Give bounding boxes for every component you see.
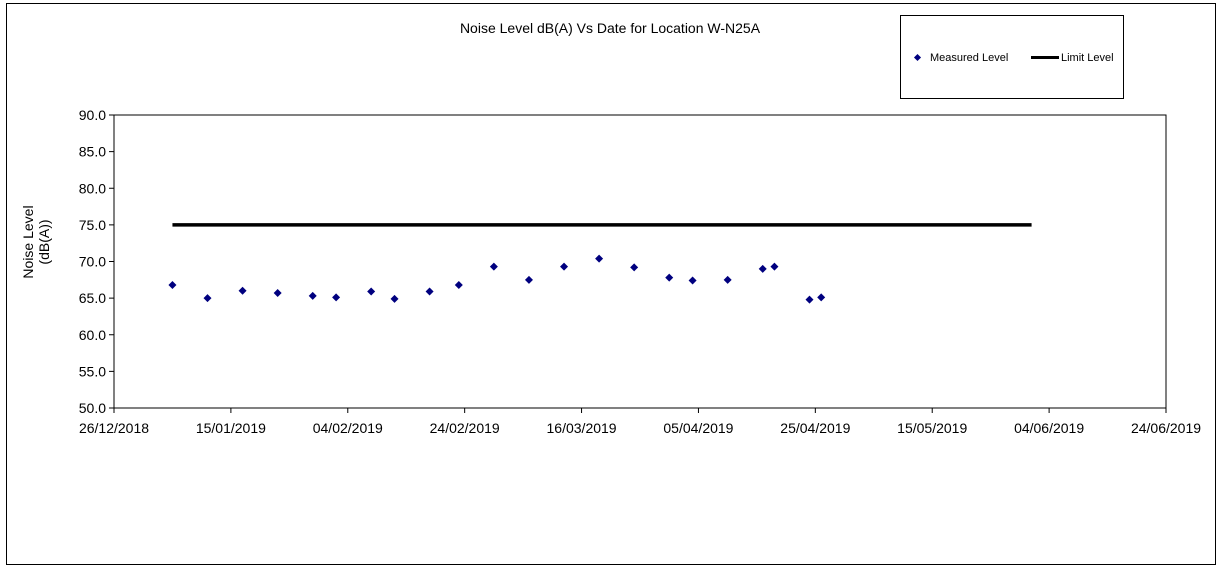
y-axis: 50.0 55.0 60.0 65.0 70.0 75.0 80.0 85.0 90.0 bbox=[79, 107, 114, 416]
y-tick-label-8: 90.0 bbox=[79, 107, 106, 123]
y-tick-label-0: 50.0 bbox=[79, 400, 106, 416]
x-tick-label-2: 04/02/2019 bbox=[313, 420, 383, 436]
y-tick-label-6: 80.0 bbox=[79, 180, 106, 196]
measured-point-13 bbox=[595, 254, 604, 263]
x-tick-label-0: 26/12/2018 bbox=[79, 420, 149, 436]
x-axis: 26/12/2018 15/01/2019 04/02/2019 24/02/2019… bbox=[79, 408, 1201, 436]
chart-title: Noise Level dB(A) Vs Date for Location W… bbox=[459, 20, 761, 36]
legend: Measured Level Limit Level bbox=[900, 15, 1124, 99]
x-tick-label-5: 05/04/2019 bbox=[663, 420, 733, 436]
measured-point-17 bbox=[723, 275, 732, 284]
measured-point-11 bbox=[524, 275, 533, 284]
measured-point-4 bbox=[308, 291, 317, 300]
legend-item-measured: Measured Level bbox=[913, 52, 1009, 64]
measured-point-21 bbox=[817, 293, 826, 302]
series-measured-level bbox=[168, 254, 826, 304]
x-tick-label-4: 16/03/2019 bbox=[547, 420, 617, 436]
measured-point-1 bbox=[203, 294, 212, 303]
measured-point-18 bbox=[758, 264, 767, 273]
measured-point-15 bbox=[665, 273, 674, 282]
legend-line-marker bbox=[1031, 55, 1059, 59]
measured-point-6 bbox=[367, 287, 376, 296]
x-tick-label-9: 24/06/2019 bbox=[1131, 420, 1201, 436]
x-tick-label-8: 04/06/2019 bbox=[1014, 420, 1084, 436]
legend-item-limit: Limit Level bbox=[1031, 52, 1114, 64]
measured-point-20 bbox=[805, 295, 814, 304]
y-tick-label-4: 70.0 bbox=[79, 254, 106, 270]
y-tick-label-5: 75.0 bbox=[79, 217, 106, 233]
x-tick-label-7: 15/05/2019 bbox=[897, 420, 967, 436]
measured-point-8 bbox=[425, 287, 434, 296]
legend-label-measured: Measured Level bbox=[930, 52, 1009, 64]
measured-point-5 bbox=[332, 293, 341, 302]
measured-point-9 bbox=[454, 280, 463, 289]
y-tick-label-3: 65.0 bbox=[79, 290, 106, 306]
legend-label-limit: Limit Level bbox=[1061, 52, 1114, 64]
y-tick-label-1: 55.0 bbox=[79, 363, 106, 379]
y-tick-label-7: 85.0 bbox=[79, 144, 106, 160]
measured-point-0 bbox=[168, 280, 177, 289]
measured-point-12 bbox=[560, 262, 569, 271]
measured-point-7 bbox=[390, 294, 399, 303]
measured-point-2 bbox=[238, 286, 247, 295]
x-tick-label-1: 15/01/2019 bbox=[196, 420, 266, 436]
y-tick-label-2: 60.0 bbox=[79, 327, 106, 343]
measured-point-10 bbox=[489, 262, 498, 271]
measured-point-19 bbox=[770, 262, 779, 271]
plot-area bbox=[113, 114, 1167, 409]
measured-point-14 bbox=[630, 263, 639, 272]
measured-point-16 bbox=[688, 276, 697, 285]
measured-point-3 bbox=[273, 288, 282, 297]
x-tick-label-6: 25/04/2019 bbox=[780, 420, 850, 436]
x-tick-label-3: 24/02/2019 bbox=[430, 420, 500, 436]
